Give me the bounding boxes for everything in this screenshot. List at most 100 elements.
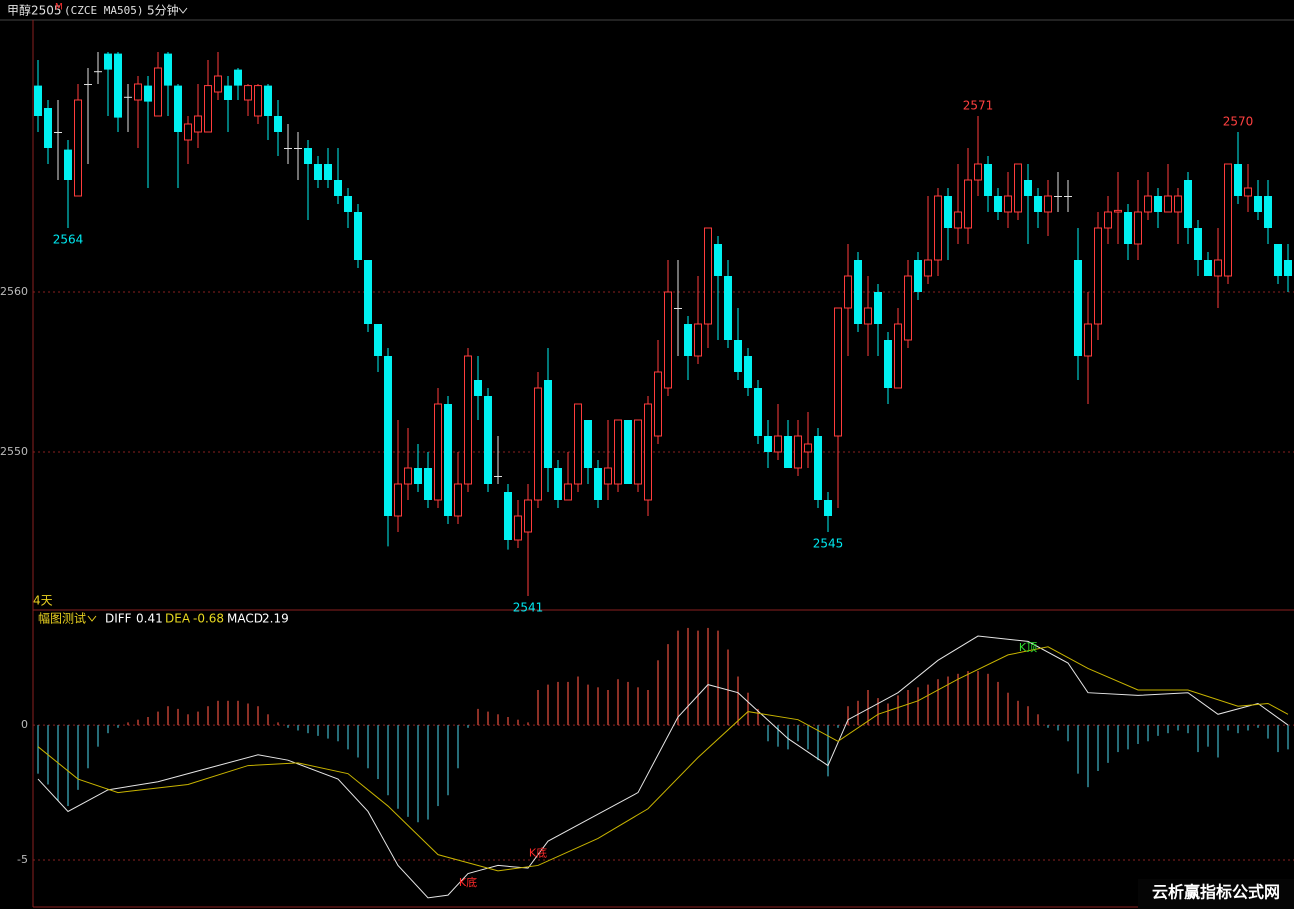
candle-body [244, 85, 252, 101]
candle-body [334, 180, 342, 196]
low-label: 2564 [53, 233, 84, 247]
candle-body [714, 244, 722, 276]
candle-body [964, 179, 972, 229]
candle-body [494, 476, 502, 477]
candle-body [1274, 244, 1282, 276]
candle-body [834, 307, 842, 437]
candle-body [1024, 180, 1032, 196]
candle-body [104, 53, 112, 70]
low-label: 2545 [813, 537, 844, 551]
candle-body [954, 211, 962, 229]
candle-body [264, 85, 272, 116]
candle-body [294, 148, 302, 149]
period[interactable]: 5分钟 [147, 3, 179, 18]
candle-body [1214, 259, 1222, 277]
candle-body [724, 276, 732, 340]
y-tick-label: 0 [21, 718, 28, 731]
candle-body [1184, 180, 1192, 228]
annotation: K底 [459, 875, 477, 889]
candle-body [844, 275, 852, 309]
candle-body [694, 323, 702, 357]
candle-body [434, 403, 442, 501]
candle-body [314, 164, 322, 180]
candle-body [84, 84, 92, 85]
candle-body [754, 388, 762, 436]
dropdown-icon[interactable] [178, 7, 188, 14]
candle-body [634, 419, 642, 485]
candle-body [664, 291, 672, 389]
candle-body [524, 499, 532, 533]
candle-body [304, 148, 312, 164]
candle-body [974, 163, 982, 181]
candle-body [1134, 211, 1142, 245]
y-tick-label: 2550 [0, 445, 28, 458]
dropdown-icon[interactable] [87, 615, 97, 622]
candle-body [554, 468, 562, 500]
candle-body [644, 403, 652, 501]
candle-body [224, 85, 232, 100]
candle-body [454, 483, 462, 517]
candle-body [254, 85, 262, 117]
candle-body [764, 436, 772, 452]
candle-body [534, 387, 542, 501]
candle-body [1234, 164, 1242, 196]
candle-body [1074, 260, 1082, 356]
candle-body [514, 515, 522, 541]
candle-body [424, 468, 432, 500]
indicator-title[interactable]: 幅图测试 [38, 611, 86, 626]
candle-body [394, 483, 402, 517]
candle-body [384, 356, 392, 516]
candle-body [1244, 187, 1252, 197]
candle-body [174, 85, 182, 132]
candle-body [324, 164, 332, 180]
candle-body [884, 340, 892, 388]
low-label: 2541 [513, 601, 544, 615]
candle-body [114, 53, 122, 118]
y-tick-label: 2560 [0, 285, 28, 298]
legend-value: 2.19 [262, 612, 289, 626]
candle-body [34, 85, 42, 116]
y-tick-label: -5 [17, 853, 28, 866]
candle-body [144, 85, 152, 102]
candle-body [64, 149, 72, 180]
candle-body [984, 164, 992, 196]
period-label: 4天 [33, 594, 53, 608]
candle-body [354, 212, 362, 260]
candle-body [1154, 196, 1162, 212]
candle-body [584, 420, 592, 468]
candle-body [404, 467, 412, 485]
macd-line [37, 635, 1289, 899]
candle-body [894, 323, 902, 389]
candle-body [594, 468, 602, 500]
candle-body [284, 148, 292, 149]
candle-body [414, 468, 422, 484]
flag: M [55, 3, 63, 13]
candle-body [734, 340, 742, 372]
candle-body [1194, 228, 1202, 260]
candle-body [864, 307, 872, 325]
candle-body [814, 436, 822, 500]
candle-body [274, 116, 282, 132]
candle-body [1054, 196, 1062, 197]
annotation: K顶 [1019, 641, 1037, 654]
code: (CZCE MA505) [64, 4, 143, 17]
candle-body [44, 108, 52, 148]
candle-body [504, 492, 512, 540]
candle-body [1044, 195, 1052, 213]
candle-body [124, 96, 132, 98]
candle-body [134, 83, 142, 101]
annotation: K底 [529, 845, 547, 859]
candle-body [1204, 260, 1212, 276]
candle-body [854, 260, 862, 324]
candle-body [1004, 195, 1012, 213]
legend-name: DEA [165, 612, 191, 626]
candle-body [194, 115, 202, 133]
high-label: 2571 [963, 99, 994, 113]
legend-value: 0.41 [136, 612, 163, 626]
candle-body [654, 371, 662, 437]
symbol[interactable]: 甲醇2505 [7, 3, 62, 18]
candle-body [154, 67, 162, 117]
candle-body [874, 292, 882, 324]
candle-body [774, 435, 782, 453]
candle-body [744, 356, 752, 388]
